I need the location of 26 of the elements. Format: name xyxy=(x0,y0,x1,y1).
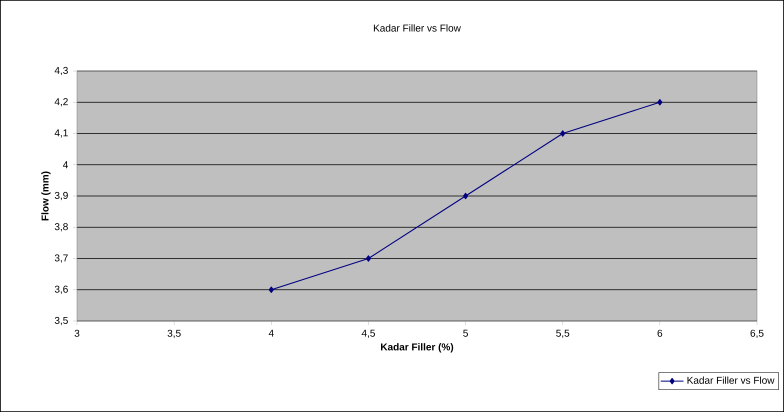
y-tick-label: 3,5 xyxy=(54,316,68,326)
x-tick-label: 5 xyxy=(463,330,468,337)
y-tick-label: 3,8 xyxy=(54,223,68,232)
y-tick-label: 4 xyxy=(62,161,68,168)
y-tick-label: 3,7 xyxy=(54,254,68,263)
x-tick-label: 6 xyxy=(658,330,662,337)
point xyxy=(463,192,468,200)
x-axis-title: Kadar Filler (%) xyxy=(381,343,454,352)
x-tick-label: 3,5 xyxy=(168,330,181,338)
y-tick-label: 4,2 xyxy=(54,98,68,106)
x-tick-label: 6,5 xyxy=(750,330,764,338)
point xyxy=(268,286,274,293)
x-tick-label: 4 xyxy=(268,330,274,337)
x-tick-label: 3 xyxy=(74,330,80,337)
x-tick-label: 4,5 xyxy=(362,330,375,338)
y-tick-label: 3,6 xyxy=(54,286,68,294)
x-tick-label: 5,5 xyxy=(556,330,570,338)
y-tick-label: 4,1 xyxy=(54,129,68,138)
y-tick-label: 4,3 xyxy=(54,66,68,76)
point xyxy=(560,130,566,137)
chart-title: Kadar Filler vs Flow xyxy=(374,24,461,32)
legend-label: Kadar Filler vs Flow xyxy=(688,376,774,384)
y-tick-label: 3,9 xyxy=(54,192,68,200)
y-axis-title: Flow (mm) xyxy=(41,172,51,220)
point xyxy=(657,99,662,106)
point xyxy=(366,255,371,262)
